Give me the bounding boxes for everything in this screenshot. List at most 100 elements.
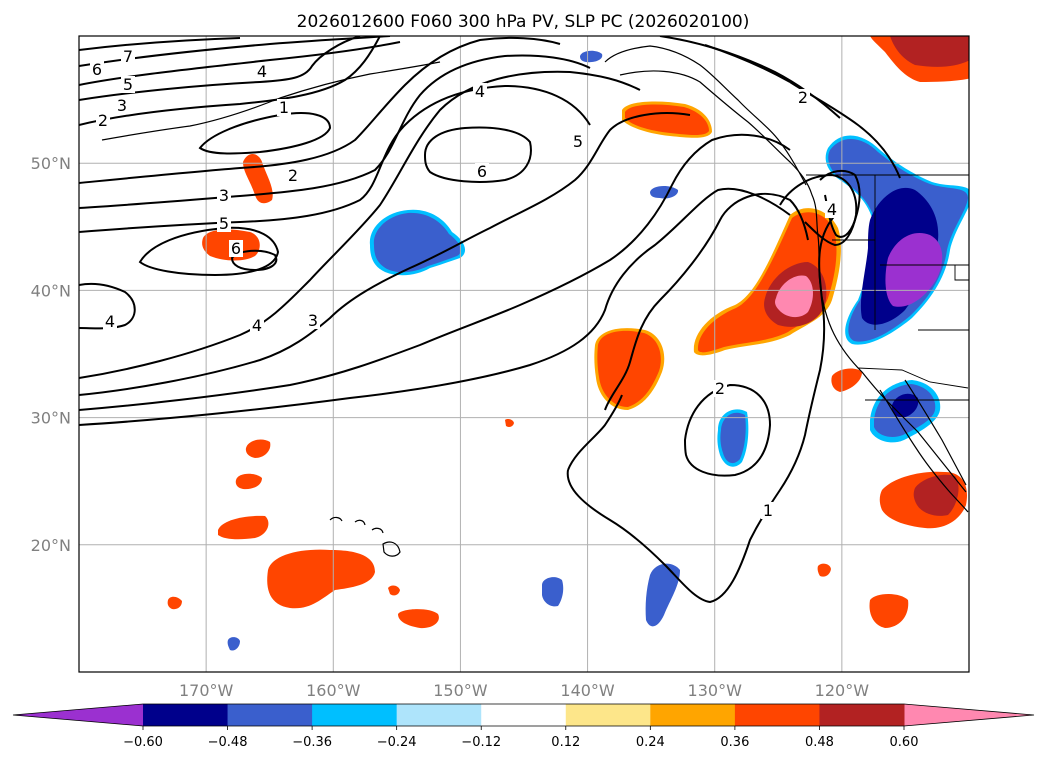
slp-contour-label: 2 — [288, 166, 298, 185]
contour-label-background — [306, 312, 320, 329]
colorbar-bin — [650, 704, 736, 726]
colorbar-extend-min — [13, 704, 143, 726]
contour-label-background — [217, 215, 231, 232]
slp-contour-label: 3 — [219, 186, 229, 205]
slp-contour-label: 5 — [573, 132, 583, 151]
colorbar-tick-label: 0.60 — [890, 735, 919, 750]
contour-label-background — [825, 201, 839, 218]
slp-contour — [79, 54, 591, 209]
slp-contour-label: 4 — [105, 312, 115, 331]
contour-label-background — [761, 502, 775, 519]
latitude-labels: 20°N 30°N 40°N 50°N — [31, 154, 71, 555]
colorbar-bin — [481, 704, 567, 726]
slp-contour-label: 6 — [231, 239, 241, 258]
pv-positive-anomaly — [775, 275, 814, 318]
map-gridlines — [79, 36, 969, 672]
pv-negative-anomaly — [720, 412, 746, 464]
colorbar-bin — [396, 704, 482, 726]
contour-label-background — [96, 112, 110, 129]
contour-label-background — [103, 313, 117, 330]
aleutian-islands — [101, 61, 441, 141]
slp-contour-label: 4 — [257, 62, 267, 81]
slp-contour — [79, 112, 691, 396]
colorbar-bin — [819, 704, 905, 726]
slp-contour — [79, 36, 561, 184]
slp-contour — [79, 187, 791, 426]
map-background — [79, 36, 969, 672]
pv-negative-anomaly — [580, 50, 603, 63]
slp-contour-label: 1 — [279, 98, 289, 117]
colorbar-bin — [734, 704, 820, 726]
chart-title: 2026012600 F060 300 hPa PV, SLP PC (2026… — [297, 12, 750, 32]
latitude-tick-label: 40°N — [31, 281, 71, 300]
contour-label-background — [229, 240, 243, 257]
pv-positive-anomaly — [625, 104, 709, 135]
map-frame — [78, 35, 970, 673]
pv-positive-anomaly — [388, 585, 400, 596]
gulf-of-california-coast — [904, 379, 967, 486]
slp-contour — [819, 169, 861, 238]
contour-label-background — [250, 317, 264, 334]
slp-contour-label: 6 — [477, 162, 487, 181]
latitude-tick-label: 30°N — [31, 409, 71, 428]
slp-contour-label: 4 — [252, 316, 262, 335]
slp-contour-label: 3 — [117, 96, 127, 115]
colorbar-bin — [312, 704, 398, 726]
contour-label-background — [255, 63, 269, 80]
pv-anomaly-fills — [167, 36, 969, 651]
longitude-tick-label: 130°W — [688, 681, 743, 700]
longitude-tick-label: 160°W — [306, 681, 361, 700]
pv-positive-anomaly — [913, 474, 959, 516]
colorbar-tick-label: −0.48 — [208, 735, 248, 750]
pv-positive-anomaly — [218, 515, 269, 540]
slp-contour-label: 1 — [763, 501, 773, 520]
contour-label-background — [277, 99, 291, 116]
slp-contour — [79, 282, 136, 330]
contour-label-background — [90, 61, 104, 78]
slp-contour — [230, 249, 278, 272]
pv-negative-anomaly — [645, 563, 680, 627]
slp-contour-label: 2 — [98, 111, 108, 130]
slp-contour — [423, 126, 532, 183]
longitude-tick-label: 140°W — [560, 681, 615, 700]
pv-positive-anomaly — [505, 419, 514, 427]
slp-contour — [79, 84, 591, 233]
slp-contour — [79, 133, 791, 411]
slp-contour-label: 4 — [475, 82, 485, 101]
latitude-tick-label: 50°N — [31, 154, 71, 173]
pv-positive-anomaly — [890, 36, 969, 67]
pv-positive-anomaly — [167, 596, 182, 610]
pv-positive-anomaly — [245, 439, 271, 458]
longitude-tick-label: 120°W — [815, 681, 870, 700]
contour-label-background — [475, 163, 489, 180]
colorbar-bin — [227, 704, 313, 726]
latitude-tick-label: 20°N — [31, 536, 71, 555]
pv-negative-anomaly — [227, 637, 240, 651]
pv-positive-anomaly — [235, 473, 262, 490]
pv-positive-anomaly — [398, 609, 439, 629]
colorbar-bin — [143, 704, 229, 726]
contour-label-background — [121, 48, 135, 65]
colorbar-bin — [565, 704, 651, 726]
slp-contour-label: 2 — [798, 88, 808, 107]
hawaii-islands — [329, 516, 401, 557]
pv-positive-anomaly — [267, 549, 375, 609]
colorbar-tick-label: −0.60 — [123, 735, 163, 750]
longitude-tick-label: 150°W — [433, 681, 488, 700]
pv-negative-anomaly — [542, 577, 564, 607]
us-state-borders — [832, 175, 969, 401]
colorbar-tick-label: −0.36 — [292, 735, 332, 750]
slp-contour — [566, 211, 839, 604]
baja-california-coast — [879, 389, 969, 513]
slp-contour — [79, 70, 641, 379]
pv-positive-anomaly — [817, 563, 831, 577]
colorbar-tick-label: 0.48 — [805, 735, 834, 750]
slp-contour-label: 5 — [219, 214, 229, 233]
slp-contour-label: 7 — [123, 47, 133, 66]
slp-contour-label: 6 — [92, 60, 102, 79]
pv-positive-anomaly — [831, 368, 862, 392]
slp-contour — [79, 37, 241, 51]
contour-label-background — [115, 97, 129, 114]
